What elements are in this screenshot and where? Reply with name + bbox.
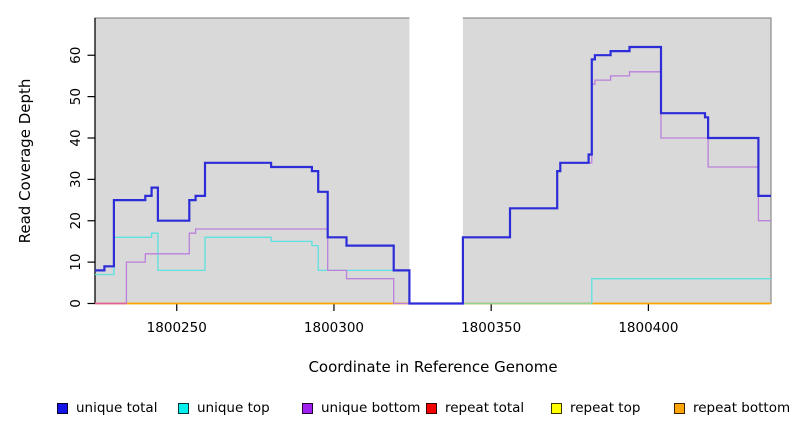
legend-label: repeat bottom [693, 400, 791, 416]
y-tick-label: 30 [68, 171, 84, 188]
x-tick-label: 1800400 [618, 320, 678, 336]
legend-swatch-repeat-total [426, 402, 437, 414]
legend-item-unique-bottom: unique bottom [302, 397, 420, 419]
legend-label: repeat top [570, 400, 641, 416]
legend-label: repeat total [445, 400, 525, 416]
legend-swatch-unique-total [57, 402, 68, 414]
y-tick-label: 60 [68, 47, 84, 64]
y-tick-label: 0 [68, 299, 84, 308]
legend-swatch-unique-top [178, 402, 189, 414]
x-tick-label: 1800350 [461, 320, 521, 336]
series-unique-total-line [95, 45, 771, 305]
legend-swatch-unique-bottom [302, 402, 313, 414]
x-tick-label: 1800300 [304, 320, 364, 336]
legend-item-repeat-total: repeat total [426, 397, 524, 419]
y-tick-label: 50 [68, 88, 84, 105]
legend-item-repeat-top: repeat top [551, 397, 640, 419]
legend-item-unique-total: unique total [57, 397, 157, 419]
y-tick-label: 20 [68, 212, 84, 229]
legend-label: unique top [197, 400, 270, 416]
y-axis-title: Read Coverage Depth [16, 79, 34, 244]
plot-legend: unique total unique top unique bottom repea… [0, 397, 792, 419]
legend-label: unique bottom [321, 400, 421, 416]
y-tick-label: 40 [68, 129, 84, 146]
x-axis-title: Coordinate in Reference Genome [308, 358, 557, 376]
legend-item-unique-top: unique top [178, 397, 270, 419]
legend-item-repeat-bottom: repeat bottom [674, 397, 790, 419]
x-tick-label: 1800250 [147, 320, 207, 336]
masked-region [409, 10, 463, 304]
legend-swatch-repeat-bottom [674, 402, 685, 414]
y-tick-label: 10 [68, 254, 84, 271]
legend-swatch-repeat-top [551, 402, 562, 414]
legend-label: unique total [76, 400, 158, 416]
